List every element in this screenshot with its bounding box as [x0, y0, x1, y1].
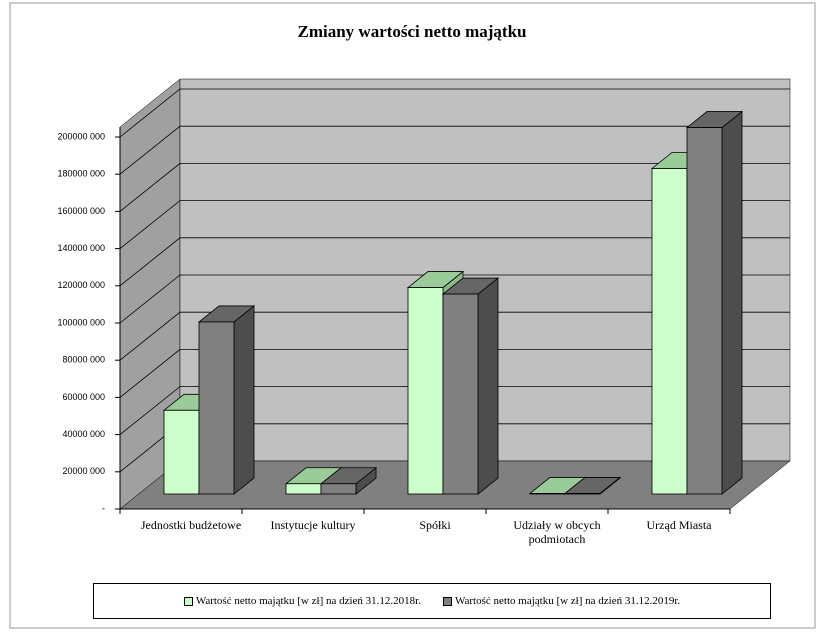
x-tick-label: Instytucje kultury — [270, 518, 356, 532]
bar — [529, 493, 566, 495]
grid-line — [119, 274, 790, 324]
y-tick-label: 180000 000 — [57, 169, 105, 179]
grid-line — [119, 386, 790, 435]
legend-item: Wartość netto majątku [w zł] na dzień 31… — [443, 595, 680, 607]
x-tick-label: Urząd Miasta — [646, 518, 712, 532]
y-tick-label: 100000 000 — [57, 317, 105, 327]
y-tick-label: 40000 000 — [62, 429, 105, 439]
grid-line — [119, 162, 790, 212]
legend-item: Wartość netto majątku [w zł] na dzień 31… — [183, 595, 421, 607]
bar — [651, 168, 688, 495]
legend-swatch — [183, 596, 193, 606]
bar — [686, 127, 723, 495]
bar — [163, 409, 200, 495]
grid-line — [119, 237, 790, 287]
frame — [9, 2, 816, 629]
legend-label: Wartość netto majątku [w zł] na dzień 31… — [195, 595, 421, 607]
bar — [442, 293, 479, 495]
x-tick-label: Jednostki budżetowe — [140, 518, 242, 532]
legend: Wartość netto majątku [w zł] na dzień 31… — [93, 583, 771, 619]
grid-line — [119, 125, 790, 175]
legend-swatch — [443, 596, 452, 606]
chart-title: Zmiany wartości netto majątku — [297, 22, 527, 41]
bar — [198, 321, 235, 495]
y-tick-label: 200000 000 — [57, 131, 105, 141]
y-tick-label: 140000 000 — [57, 243, 105, 253]
x-tick-label: Spółki — [419, 518, 451, 532]
y-tick-label: 160000 000 — [57, 206, 105, 216]
bar-side — [477, 277, 499, 495]
y-tick-label: 60000 000 — [62, 392, 105, 402]
y-tick-label: 20000 000 — [62, 466, 105, 476]
x-tick-label: Udziały w obcych podmiotach — [513, 518, 601, 546]
bar — [407, 287, 444, 495]
grid-line — [119, 348, 790, 398]
y-tick-label: 80000 000 — [62, 355, 105, 365]
grid-line — [119, 88, 790, 138]
bar — [285, 483, 322, 495]
bar-side — [721, 110, 743, 495]
bar — [320, 483, 357, 495]
y-tick-label: 120000 000 — [57, 280, 105, 290]
grid-line — [119, 311, 790, 361]
grid-line — [119, 200, 790, 249]
y-tick-label: - — [102, 503, 105, 513]
bar — [564, 493, 601, 495]
legend-label: Wartość netto majątku [w zł] na dzień 31… — [455, 595, 681, 607]
bar-side — [233, 305, 255, 495]
